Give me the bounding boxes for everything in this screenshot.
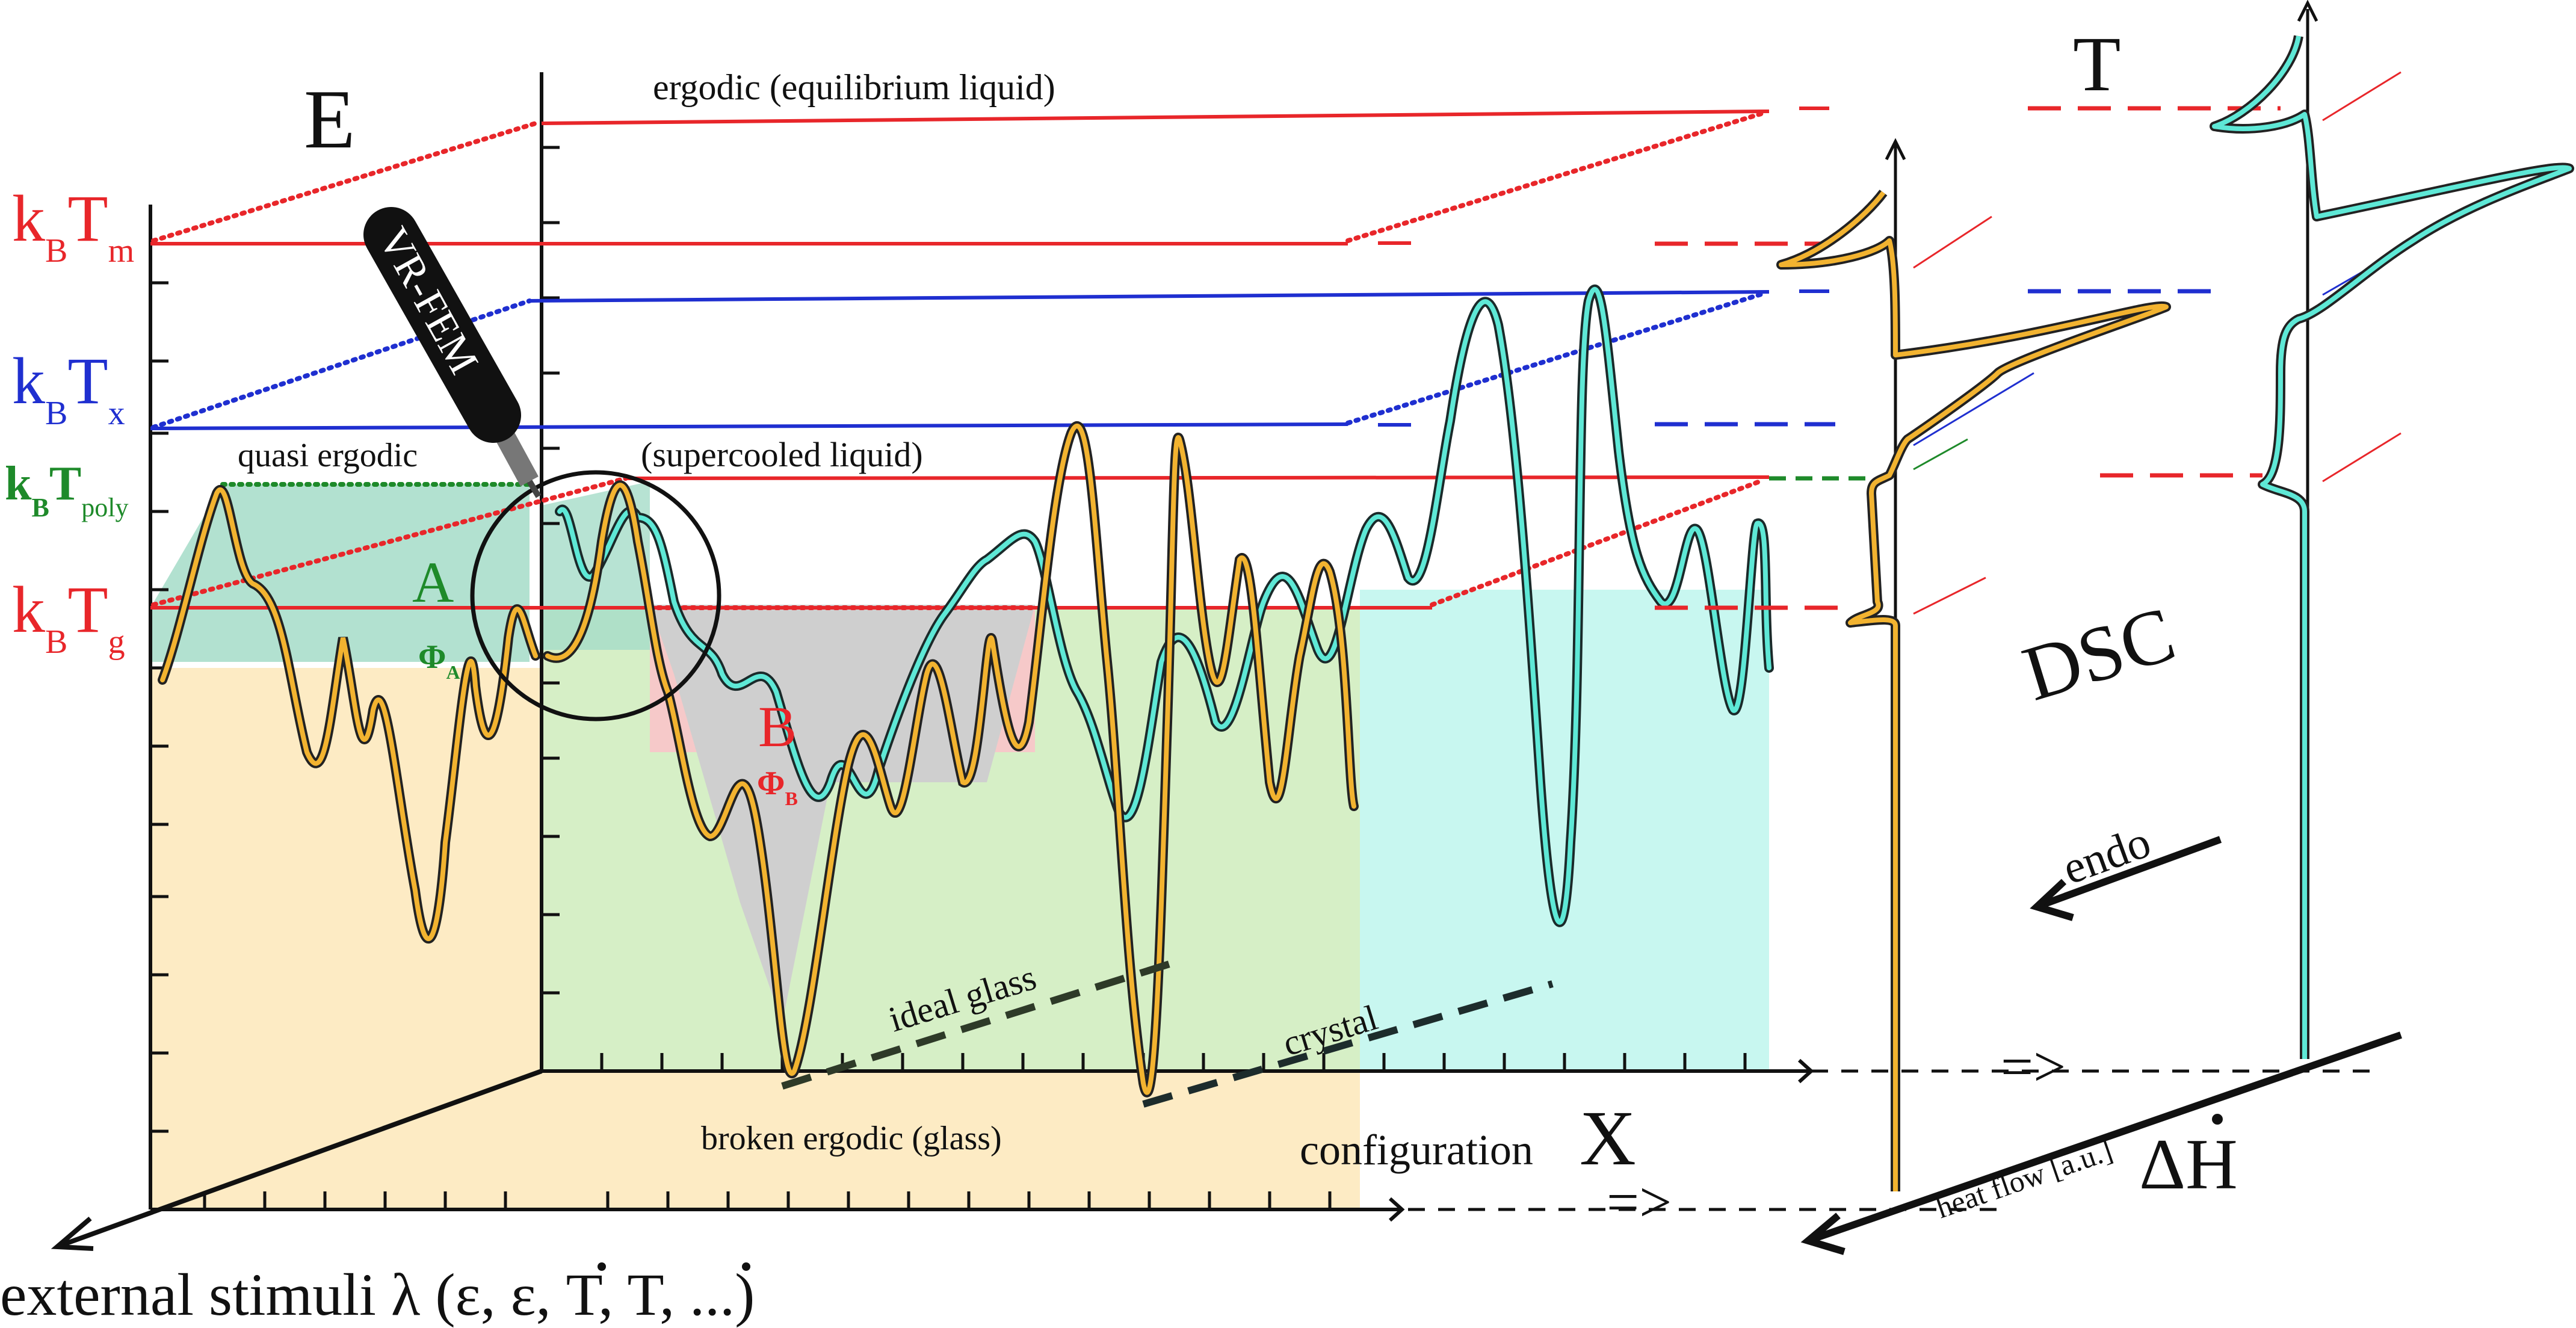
external-stimuli-label: external stimuli λ (ε, ε, T, T, ...) (0, 1261, 755, 1328)
kbtg-label: kBTg (12, 573, 125, 661)
supercooled-label: (supercooled liquid) (641, 435, 923, 474)
ergodic-line (541, 110, 1770, 125)
heat-flow-arrow (1810, 1031, 2402, 1243)
temperature-label: T (2073, 21, 2120, 108)
region-a-label: A (412, 550, 454, 614)
supercooled-line (625, 475, 1770, 480)
kbtx-label: kBTx (12, 344, 125, 432)
ergodic-label: ergodic (equilibrium liquid) (653, 67, 1055, 107)
kbtm-label: kBTm (12, 182, 134, 270)
dot-epsilon (598, 1262, 606, 1271)
region-b-label: B (758, 694, 797, 759)
dot-T (742, 1262, 750, 1271)
energy-axis-label: E (304, 73, 356, 166)
ideal-glass-line (781, 959, 1175, 1090)
phi-b-label: ΦB (757, 765, 798, 809)
endo-arrow (2038, 836, 2222, 909)
broken-ergodic-label: broken ergodic (glass) (701, 1120, 1002, 1157)
region-a-fill (150, 484, 530, 662)
quasi-ergodic-label: quasi ergodic (238, 437, 418, 474)
crystal-line (1142, 980, 1554, 1108)
tx-upper-line (529, 290, 1770, 303)
phi-a-label: ΦA (418, 638, 460, 683)
axes (51, 72, 1814, 1251)
heat-flow-label: heat flow [a.u.] (1932, 1133, 2116, 1225)
delta-h-dot (2212, 1114, 2223, 1125)
delta-h-label: ΔH (2139, 1124, 2238, 1204)
arrow-upper-label: => (2001, 1034, 2066, 1099)
dsc-level-dashes (1655, 106, 2281, 610)
cyan-plane-fill (1360, 590, 1769, 1071)
tx-line (150, 422, 1348, 430)
configuration-x-label: X (1580, 1095, 1636, 1182)
configuration-label: configuration (1300, 1126, 1533, 1174)
arrow-lower-label: => (1607, 1170, 1672, 1234)
magnifier-lens (470, 470, 721, 721)
kbtpoly-label: kBTpoly (5, 457, 128, 522)
region-b-fill-gray (650, 605, 1035, 1023)
dsc-label: DSC (2013, 590, 2184, 718)
